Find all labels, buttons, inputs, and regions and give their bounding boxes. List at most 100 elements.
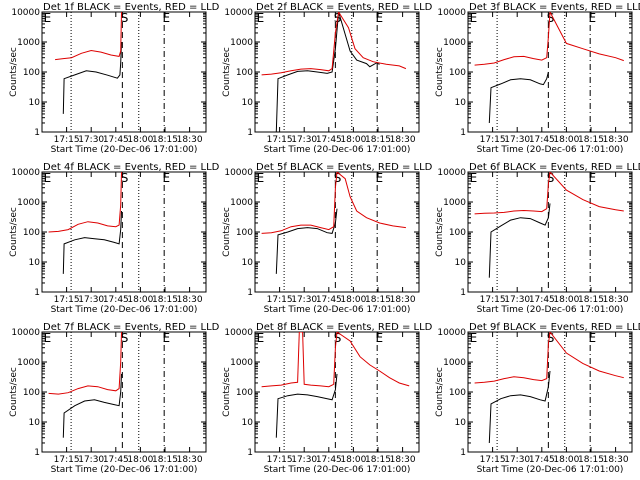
y-tick-label: 1000: [443, 198, 466, 208]
x-tick-label: 18:00: [340, 295, 366, 305]
x-tick-label: 17:30: [291, 455, 317, 465]
x-tick-label: 17:45: [316, 135, 342, 145]
events-series-line: [62, 210, 122, 274]
y-tick-label: 1: [247, 288, 253, 298]
event-marker: E: [470, 331, 478, 345]
x-tick-label: 17:30: [291, 135, 317, 145]
x-tick-label: 18:15: [578, 455, 604, 465]
y-tick-label: 10000: [11, 328, 40, 338]
y-tick-label: 10000: [437, 8, 466, 18]
plot-frame: [467, 171, 633, 293]
lld-series-line: [48, 332, 122, 395]
y-axis-label: Counts/sec: [222, 207, 232, 257]
event-marker: S: [121, 171, 129, 185]
events-series-line: [275, 373, 338, 438]
lld-series-line: [474, 332, 624, 384]
y-tick-label: 10: [242, 258, 254, 268]
event-marker: E: [589, 331, 597, 345]
x-axis-label: Start Time (20-Dec-06 17:01:00): [51, 145, 198, 155]
x-tick-label: 17:30: [504, 135, 530, 145]
events-series-line: [488, 71, 549, 124]
events-series-line: [488, 203, 551, 278]
y-tick-label: 100: [23, 68, 40, 78]
x-tick-label: 18:15: [152, 135, 178, 145]
x-tick-label: 18:00: [127, 455, 153, 465]
x-tick-label: 17:30: [504, 455, 530, 465]
event-marker: E: [376, 11, 384, 25]
x-tick-label: 18:30: [177, 135, 203, 145]
x-tick-label: 18:30: [390, 455, 416, 465]
panel-title: Det 1f BLACK = Events, RED = LLD: [43, 2, 220, 13]
event-marker: S: [547, 11, 555, 25]
x-axis-label: Start Time (20-Dec-06 17:01:00): [477, 465, 624, 475]
y-tick-label: 100: [236, 388, 253, 398]
lld-series-line: [261, 172, 406, 234]
y-tick-label: 100: [449, 388, 466, 398]
panel-title: Det 3f BLACK = Events, RED = LLD: [469, 2, 640, 13]
y-tick-label: 1: [460, 288, 466, 298]
event-marker: E: [163, 331, 171, 345]
panel-title: Det 6f BLACK = Events, RED = LLD: [469, 162, 640, 173]
x-tick-label: 17:15: [54, 135, 80, 145]
y-tick-label: 10000: [437, 328, 466, 338]
x-tick-label: 18:15: [365, 295, 391, 305]
y-tick-label: 1000: [17, 358, 40, 368]
x-tick-label: 18:30: [390, 295, 416, 305]
events-series-line: [275, 12, 380, 132]
event-marker: S: [121, 11, 129, 25]
x-tick-label: 18:30: [603, 295, 629, 305]
x-tick-label: 18:30: [603, 135, 629, 145]
y-axis-label: Counts/sec: [435, 367, 445, 417]
x-axis-label: Start Time (20-Dec-06 17:01:00): [51, 465, 198, 475]
x-tick-label: 17:15: [54, 295, 80, 305]
panel-9: Det 9f BLACK = Events, RED = LLD 1 10 100 10…: [435, 322, 640, 475]
plot-frame: [254, 171, 420, 293]
y-tick-label: 1000: [17, 198, 40, 208]
plot-frame: [467, 11, 633, 133]
y-tick-label: 10: [242, 418, 254, 428]
y-tick-label: 10: [29, 418, 41, 428]
event-marker: E: [376, 171, 384, 185]
x-tick-label: 18:00: [553, 455, 579, 465]
x-tick-label: 18:00: [553, 295, 579, 305]
event-marker: E: [163, 171, 171, 185]
x-tick-label: 17:15: [267, 295, 293, 305]
x-axis-label: Start Time (20-Dec-06 17:01:00): [477, 145, 624, 155]
y-axis-label: Counts/sec: [9, 367, 19, 417]
x-tick-label: 17:45: [103, 135, 129, 145]
panel-title: Det 5f BLACK = Events, RED = LLD: [256, 162, 433, 173]
y-tick-label: 100: [23, 388, 40, 398]
panel-title: Det 9f BLACK = Events, RED = LLD: [469, 322, 640, 333]
event-marker: E: [44, 11, 52, 25]
events-series-line: [62, 373, 122, 438]
y-tick-label: 10000: [11, 168, 40, 178]
event-marker: S: [334, 331, 342, 345]
y-tick-label: 10000: [224, 168, 253, 178]
x-tick-label: 17:30: [78, 135, 104, 145]
panel-1: Det 1f BLACK = Events, RED = LLD 1 10 100 10…: [9, 2, 220, 155]
x-tick-label: 18:00: [340, 455, 366, 465]
y-tick-label: 10: [455, 98, 467, 108]
event-marker: S: [334, 171, 342, 185]
y-tick-label: 1: [34, 288, 40, 298]
panel-6: Det 6f BLACK = Events, RED = LLD 1 10 100 10…: [435, 162, 640, 315]
y-tick-label: 100: [236, 68, 253, 78]
event-marker: E: [44, 171, 52, 185]
x-tick-label: 17:45: [103, 295, 129, 305]
lld-series-line: [55, 12, 122, 61]
x-tick-label: 17:45: [316, 295, 342, 305]
event-marker: S: [121, 331, 129, 345]
lld-series-line: [261, 12, 407, 76]
x-axis-label: Start Time (20-Dec-06 17:01:00): [264, 145, 411, 155]
y-tick-label: 10: [455, 418, 467, 428]
x-tick-label: 17:15: [480, 295, 506, 305]
panel-title: Det 4f BLACK = Events, RED = LLD: [43, 162, 220, 173]
events-series-line: [488, 370, 551, 444]
y-axis-label: Counts/sec: [9, 207, 19, 257]
x-axis-label: Start Time (20-Dec-06 17:01:00): [477, 305, 624, 315]
events-series-line: [62, 41, 122, 114]
y-tick-label: 1: [460, 128, 466, 138]
x-tick-label: 17:45: [529, 135, 555, 145]
x-tick-label: 18:15: [365, 135, 391, 145]
event-marker: E: [44, 331, 52, 345]
